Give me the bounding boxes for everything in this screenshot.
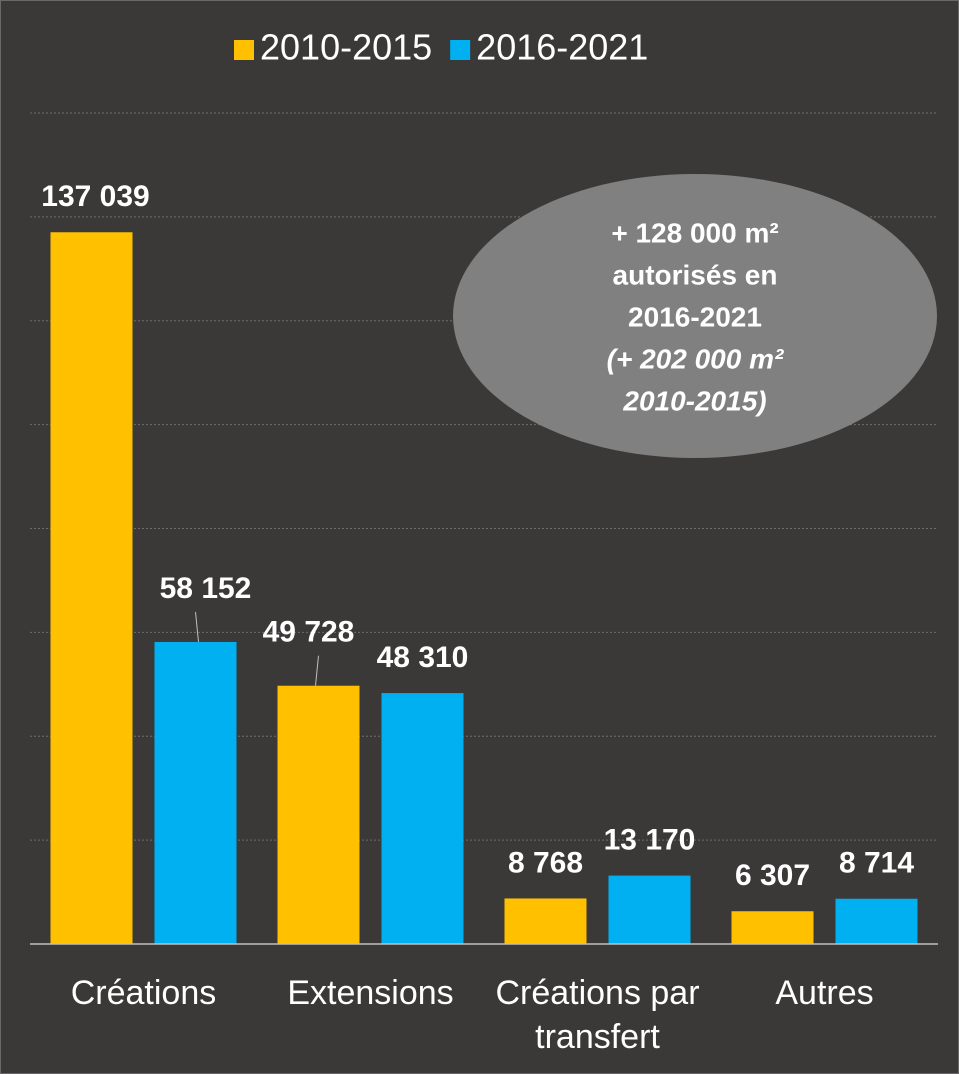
leader-line — [195, 611, 199, 643]
x-tick-label: Créations — [70, 974, 217, 1012]
bar — [381, 693, 464, 944]
bar — [50, 232, 133, 945]
x-tick-label: Autres — [775, 974, 874, 1012]
bar — [154, 641, 237, 944]
bar — [608, 875, 691, 944]
annotation-text: + 128 000 m² — [611, 217, 778, 248]
legend-label: 2016-2021 — [476, 27, 648, 68]
value-label: 8 768 — [508, 846, 583, 879]
value-label: 8 714 — [839, 847, 914, 880]
annotation-text: (+ 202 000 m² — [607, 343, 784, 374]
bar — [504, 898, 587, 944]
value-label: 58 152 — [160, 572, 252, 605]
legend-swatch — [234, 40, 254, 60]
annotation-bubble — [453, 174, 937, 458]
bar — [731, 911, 814, 944]
value-label: 13 170 — [604, 824, 696, 857]
bar — [277, 685, 360, 944]
legend-label: 2010-2015 — [260, 27, 432, 68]
value-label: 48 310 — [377, 641, 469, 674]
annotation-text: autorisés en — [613, 259, 778, 290]
x-tick-label: Extensions — [287, 974, 454, 1012]
value-label: 137 039 — [41, 180, 149, 213]
annotation-text: 2010-2015) — [622, 385, 766, 416]
x-tick-label: Créations par transfert — [495, 974, 700, 1056]
bar — [835, 898, 918, 944]
annotation-text: 2016-2021 — [628, 301, 762, 332]
legend-swatch — [450, 40, 471, 60]
value-label: 49 728 — [263, 616, 355, 649]
leader-line — [315, 655, 319, 686]
value-label: 6 307 — [735, 859, 810, 892]
